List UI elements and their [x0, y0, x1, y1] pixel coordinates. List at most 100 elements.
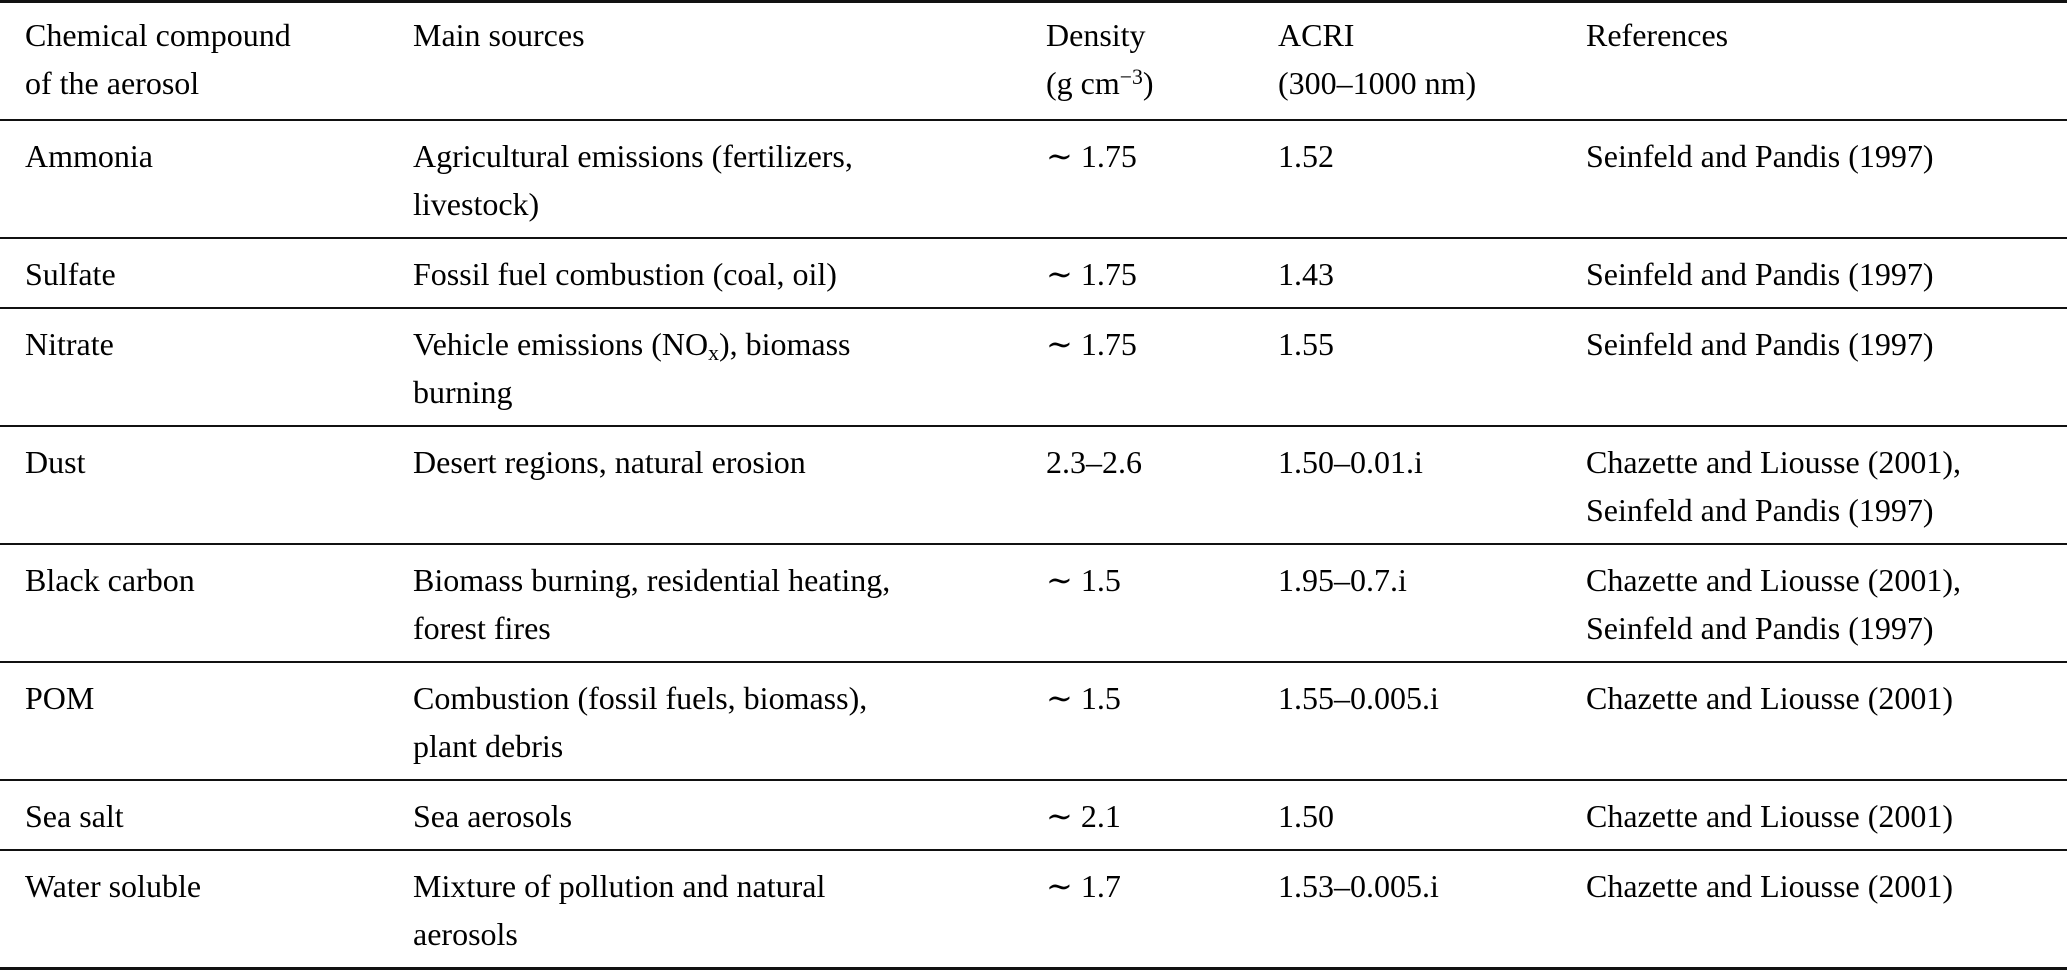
cell-sources-line: Biomass burning, residential heating,: [413, 562, 891, 598]
cell-acri: 1.50: [1278, 781, 1586, 849]
cell-references: Seinfeld and Pandis (1997): [1586, 239, 2067, 307]
cell-references: Chazette and Liousse (2001), Seinfeld and…: [1586, 427, 2067, 543]
cell-references: Seinfeld and Pandis (1997): [1586, 309, 2067, 425]
table-header-row: Chemical compound of the aerosol Main sour…: [0, 3, 2067, 121]
cell-references: Chazette and Liousse (2001), Seinfeld and…: [1586, 545, 2067, 661]
cell-references: Chazette and Liousse (2001): [1586, 663, 2067, 779]
table-row: Dust Desert regions, natural erosion 2.3–2…: [0, 427, 2067, 545]
cell-compound: Sea salt: [25, 781, 413, 849]
cell-references-line: Seinfeld and Pandis (1997): [1586, 492, 1934, 528]
cell-sources-line: burning: [413, 374, 513, 410]
cell-density-line: ∼ 2.1: [1046, 798, 1121, 834]
cell-sources-line: Combustion (fossil fuels, biomass),: [413, 680, 868, 716]
cell-compound-line: Dust: [25, 444, 86, 480]
superscript: −3: [1119, 65, 1143, 90]
column-header-density: Density (g cm−3): [1046, 3, 1278, 119]
cell-compound: Nitrate: [25, 309, 413, 425]
cell-acri-line: 1.43: [1278, 256, 1334, 292]
table-row: POM Combustion (fossil fuels, biomass), pl…: [0, 663, 2067, 781]
cell-sources-line: Vehicle emissions (NOx), biomass: [413, 326, 851, 365]
cell-sources-line: Desert regions, natural erosion: [413, 444, 806, 480]
table-header: Chemical compound of the aerosol Main sour…: [0, 3, 2067, 121]
cell-references-line: Chazette and Liousse (2001),: [1586, 562, 1961, 598]
cell-acri-line: 1.55: [1278, 326, 1334, 362]
cell-compound: Dust: [25, 427, 413, 543]
cell-references-line: Seinfeld and Pandis (1997): [1586, 138, 1934, 174]
table-body: Ammonia Agricultural emissions (fertilize…: [0, 121, 2067, 967]
column-header-density-line: Density: [1046, 17, 1146, 53]
column-header-compound: Chemical compound of the aerosol: [25, 3, 413, 119]
cell-sources-line: plant debris: [413, 728, 564, 764]
cell-references: Chazette and Liousse (2001): [1586, 851, 2067, 967]
cell-references-line: Seinfeld and Pandis (1997): [1586, 256, 1934, 292]
table-row: Sulfate Fossil fuel combustion (coal, oil…: [0, 239, 2067, 309]
cell-acri: 1.52: [1278, 121, 1586, 237]
cell-acri-line: 1.50–0.01.i: [1278, 444, 1423, 480]
cell-compound-line: Sulfate: [25, 256, 116, 292]
cell-sources-line: Sea aerosols: [413, 798, 573, 834]
cell-acri-line: 1.55–0.005.i: [1278, 680, 1439, 716]
cell-sources: Fossil fuel combustion (coal, oil): [413, 239, 1046, 307]
cell-density: ∼ 1.75: [1046, 239, 1278, 307]
cell-acri-line: 1.53–0.005.i: [1278, 868, 1439, 904]
cell-density-line: 2.3–2.6: [1046, 444, 1142, 480]
cell-references-line: Chazette and Liousse (2001): [1586, 680, 1953, 716]
cell-references-line: Seinfeld and Pandis (1997): [1586, 326, 1934, 362]
cell-sources-line: forest fires: [413, 610, 551, 646]
cell-sources-line: aerosols: [413, 916, 518, 952]
cell-compound-line: Sea salt: [25, 798, 124, 834]
column-header-acri-line: (300–1000 nm): [1278, 65, 1477, 101]
table-row: Nitrate Vehicle emissions (NOx), biomass b…: [0, 309, 2067, 427]
table-row: Black carbon Biomass burning, residential…: [0, 545, 2067, 663]
cell-acri-line: 1.52: [1278, 138, 1334, 174]
cell-sources-line: Mixture of pollution and natural: [413, 868, 826, 904]
cell-density: 2.3–2.6: [1046, 427, 1278, 543]
cell-acri: 1.43: [1278, 239, 1586, 307]
cell-acri: 1.53–0.005.i: [1278, 851, 1586, 967]
column-header-references-line: References: [1586, 17, 1729, 53]
cell-compound: Sulfate: [25, 239, 413, 307]
table-row: Sea salt Sea aerosols ∼ 2.1 1.50 Chazette an…: [0, 781, 2067, 851]
cell-density-line: ∼ 1.75: [1046, 326, 1137, 362]
column-header-references: References: [1586, 3, 2067, 119]
cell-compound: Ammonia: [25, 121, 413, 237]
cell-acri-line: 1.50: [1278, 798, 1334, 834]
cell-compound-line: POM: [25, 680, 95, 716]
cell-compound: POM: [25, 663, 413, 779]
cell-references-line: Seinfeld and Pandis (1997): [1586, 610, 1934, 646]
cell-density: ∼ 2.1: [1046, 781, 1278, 849]
cell-sources: Biomass burning, residential heating, for…: [413, 545, 1046, 661]
column-header-sources: Main sources: [413, 3, 1046, 119]
cell-sources-line: Agricultural emissions (fertilizers,: [413, 138, 853, 174]
cell-sources: Sea aerosols: [413, 781, 1046, 849]
cell-acri: 1.55: [1278, 309, 1586, 425]
cell-density-line: ∼ 1.7: [1046, 868, 1121, 904]
cell-sources: Combustion (fossil fuels, biomass), plant…: [413, 663, 1046, 779]
cell-compound: Water soluble: [25, 851, 413, 967]
subscript: x: [708, 340, 719, 365]
table-row: Water soluble Mixture of pollution and na…: [0, 851, 2067, 967]
column-header-compound-line: Chemical compound: [25, 17, 291, 53]
cell-sources: Mixture of pollution and natural aerosols: [413, 851, 1046, 967]
cell-density-line: ∼ 1.5: [1046, 562, 1121, 598]
cell-density: ∼ 1.5: [1046, 545, 1278, 661]
cell-acri: 1.55–0.005.i: [1278, 663, 1586, 779]
cell-density: ∼ 1.5: [1046, 663, 1278, 779]
cell-sources: Vehicle emissions (NOx), biomass burning: [413, 309, 1046, 425]
cell-compound: Black carbon: [25, 545, 413, 661]
cell-references-line: Chazette and Liousse (2001): [1586, 798, 1953, 834]
table-row: Ammonia Agricultural emissions (fertilize…: [0, 121, 2067, 239]
cell-compound-line: Nitrate: [25, 326, 114, 362]
cell-acri: 1.50–0.01.i: [1278, 427, 1586, 543]
cell-density: ∼ 1.7: [1046, 851, 1278, 967]
column-header-sources-line: Main sources: [413, 17, 585, 53]
column-header-acri-line: ACRI: [1278, 17, 1355, 53]
cell-references-line: Chazette and Liousse (2001): [1586, 868, 1953, 904]
cell-references: Chazette and Liousse (2001): [1586, 781, 2067, 849]
column-header-density-line: (g cm−3): [1046, 65, 1154, 101]
cell-density: ∼ 1.75: [1046, 121, 1278, 237]
cell-density-line: ∼ 1.5: [1046, 680, 1121, 716]
cell-sources-line: livestock): [413, 186, 540, 222]
